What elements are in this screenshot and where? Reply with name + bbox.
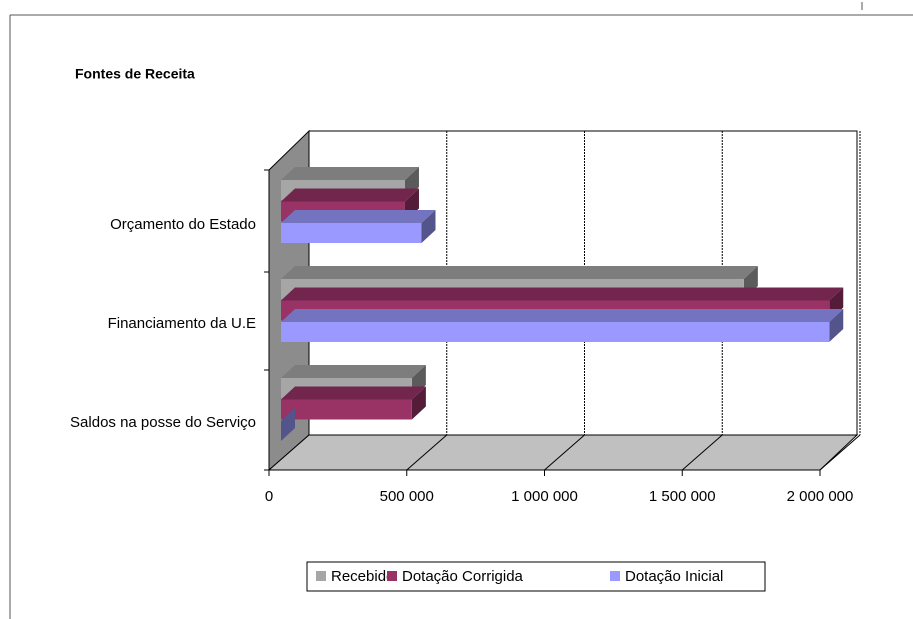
legend-label: Recebido bbox=[331, 568, 394, 585]
bar-side bbox=[281, 408, 295, 441]
legend-swatch bbox=[610, 571, 620, 581]
x-tick-label: 2 000 000 bbox=[787, 488, 854, 505]
bar-top bbox=[281, 287, 844, 301]
bar bbox=[281, 408, 295, 441]
bar-front bbox=[281, 223, 422, 243]
legend-box bbox=[306, 561, 766, 592]
floor-grid-line bbox=[819, 434, 861, 471]
legend-swatch bbox=[316, 571, 326, 581]
bar-top bbox=[281, 167, 419, 180]
bar-top bbox=[281, 210, 436, 223]
y-tick-label: Saldos na posse do Serviço bbox=[70, 414, 256, 431]
bar-top bbox=[281, 266, 758, 279]
floor bbox=[267, 434, 859, 471]
bar-top bbox=[281, 188, 419, 202]
y-tick-label: Financiamento da U.E bbox=[108, 315, 256, 332]
x-tick-label: 500 000 bbox=[380, 488, 434, 505]
bar-front bbox=[281, 399, 412, 420]
bar-side bbox=[411, 386, 426, 420]
bar-side bbox=[829, 309, 844, 342]
bar bbox=[281, 309, 844, 342]
legend-label: Dotação Inicial bbox=[625, 568, 723, 585]
floor-grid-line bbox=[681, 434, 723, 471]
floor-grid-line bbox=[406, 434, 448, 471]
bar bbox=[281, 210, 436, 243]
bar-front bbox=[281, 322, 830, 342]
bar-top bbox=[281, 386, 426, 400]
bar-top bbox=[281, 365, 426, 378]
bar bbox=[281, 386, 426, 420]
chart-title: Fontes de Receita bbox=[75, 66, 195, 82]
legend-label: Dotação Corrigida bbox=[402, 568, 524, 585]
bar-top bbox=[281, 309, 844, 322]
x-tick-label: 1 000 000 bbox=[511, 488, 578, 505]
y-tick-label: Orçamento do Estado bbox=[110, 216, 256, 233]
x-tick-label: 0 bbox=[265, 488, 273, 505]
x-tick-label: 1 500 000 bbox=[649, 488, 716, 505]
floor-grid-line bbox=[544, 434, 585, 471]
legend-swatch bbox=[387, 571, 397, 581]
bar-side bbox=[421, 210, 436, 243]
